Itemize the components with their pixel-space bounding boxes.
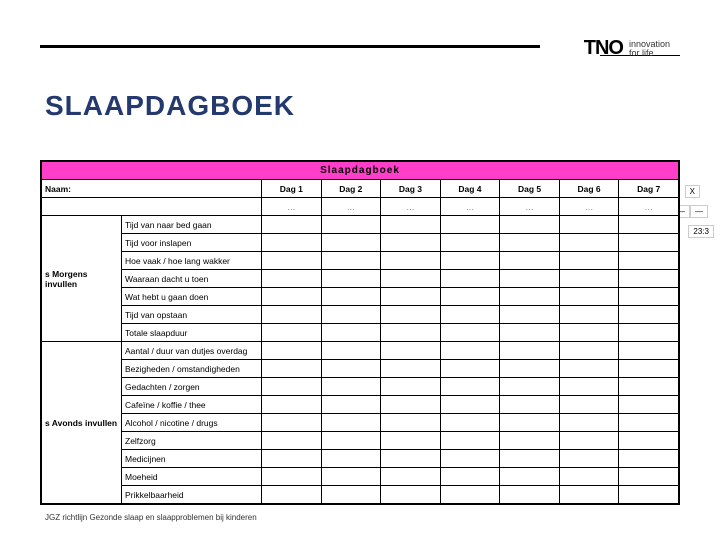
naam-label: Naam:: [42, 180, 262, 198]
row-label: Tijd van opstaan: [122, 306, 262, 324]
header-rule: [40, 45, 540, 48]
col-dag-5: Dag 5: [500, 180, 560, 198]
footer-text: JGZ richtlijn Gezonde slaap en slaapprob…: [45, 513, 257, 522]
header: TNO innovation for life: [0, 25, 720, 55]
section-evening: s Avonds invullen: [42, 342, 122, 504]
page-root: TNO innovation for life SLAAPDAGBOEK X —…: [0, 0, 720, 540]
col-dag-1: Dag 1: [262, 180, 322, 198]
col-dag-4: Dag 4: [440, 180, 500, 198]
row-label: Tijd voor inslapen: [122, 234, 262, 252]
row-label: Alcohol / nicotine / drugs: [122, 414, 262, 432]
row-label: Bezigheden / omstandigheden: [122, 360, 262, 378]
row-label: Prikkelbaarheid: [122, 486, 262, 504]
logo-tagline-2: for life: [629, 48, 654, 58]
slaapdagboek-table: Slaapdagboek Naam: Dag 1 Dag 2 Dag 3 Dag…: [40, 160, 680, 505]
logo: TNO innovation for life: [584, 37, 670, 60]
row-label: Waaraan dacht u toen: [122, 270, 262, 288]
row-label: Medicijnen: [122, 450, 262, 468]
logo-text: TNO: [584, 37, 623, 60]
row-label: Cafeïne / koffie / thee: [122, 396, 262, 414]
row-label: Gedachten / zorgen: [122, 378, 262, 396]
col-dag-2: Dag 2: [321, 180, 381, 198]
ellipsis: …: [262, 198, 322, 216]
col-dag-7: Dag 7: [619, 180, 679, 198]
row-label: Moeheid: [122, 468, 262, 486]
row-label: Aantal / duur van dutjes overdag: [122, 342, 262, 360]
row-label: Wat hebt u gaan doen: [122, 288, 262, 306]
row-label: Totale slaapduur: [122, 324, 262, 342]
row-label: Hoe vaak / hoe lang wakker: [122, 252, 262, 270]
peek-x1: X: [685, 185, 700, 198]
section-morning: s Morgens invullen: [42, 216, 122, 342]
table-banner: Slaapdagboek: [42, 162, 679, 180]
row-label: Tijd van naar bed gaan: [122, 216, 262, 234]
logo-tagline: innovation for life: [629, 40, 670, 58]
col-dag-6: Dag 6: [559, 180, 619, 198]
col-dag-3: Dag 3: [381, 180, 441, 198]
row-label: Zelfzorg: [122, 432, 262, 450]
page-title: SLAAPDAGBOEK: [45, 90, 295, 122]
